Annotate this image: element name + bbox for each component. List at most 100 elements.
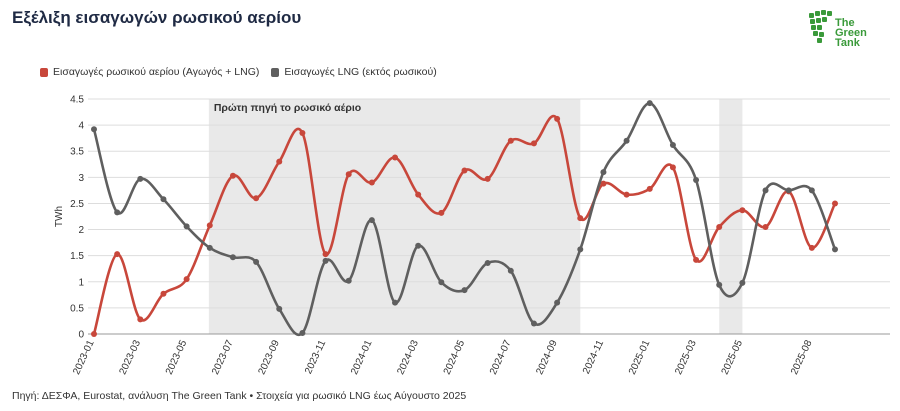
data-point-russian-gas: [461, 167, 468, 174]
legend-swatch-russian-gas: [40, 67, 48, 77]
data-point-lng: [530, 320, 537, 327]
data-point-lng: [577, 246, 584, 253]
data-point-russian-gas: [114, 251, 121, 258]
chart-legend: Εισαγωγές ρωσικού αερίου (Αγωγός + LNG) …: [40, 66, 437, 78]
data-point-russian-gas: [253, 195, 260, 202]
data-point-lng: [461, 287, 468, 294]
data-point-lng: [392, 299, 399, 306]
y-axis-label: TWh: [54, 206, 65, 227]
x-tick-label: 2023-11: [303, 338, 328, 376]
data-point-russian-gas: [299, 129, 306, 136]
data-point-russian-gas: [669, 164, 676, 171]
data-point-russian-gas: [137, 316, 144, 323]
y-tick-label: 0.5: [70, 303, 84, 314]
x-tick-label: 2023-09: [256, 338, 282, 376]
data-point-russian-gas: [623, 191, 630, 198]
data-point-lng: [762, 187, 769, 194]
logo-text-tank: Tank: [835, 37, 860, 49]
x-tick-label: 2023-07: [210, 338, 236, 376]
data-point-lng: [669, 141, 676, 148]
data-point-russian-gas: [160, 290, 167, 297]
data-point-russian-gas: [832, 200, 838, 207]
x-tick-label: 2024-07: [488, 338, 514, 376]
y-tick-label: 4: [78, 121, 84, 132]
data-point-russian-gas: [577, 215, 584, 222]
data-point-russian-gas: [530, 140, 537, 147]
series-line-russian-gas: [92, 114, 837, 335]
data-point-lng: [438, 279, 445, 286]
data-point-lng: [507, 267, 514, 274]
data-point-russian-gas: [276, 158, 283, 165]
data-point-lng: [276, 305, 283, 312]
data-point-russian-gas: [600, 180, 607, 187]
x-tick-label: 2025-08: [789, 338, 815, 376]
data-point-russian-gas: [739, 207, 746, 214]
legend-item-russian-gas: Εισαγωγές ρωσικού αερίου (Αγωγός + LNG): [40, 66, 259, 78]
data-point-lng: [785, 187, 792, 194]
data-point-lng: [253, 258, 260, 265]
y-tick-label: 4.5: [70, 95, 84, 106]
y-tick-label: 3.5: [70, 147, 84, 158]
data-point-russian-gas: [368, 179, 375, 186]
y-tick-label: 2: [78, 225, 84, 236]
band-annotation-label: Πρώτη πηγή το ρωσικό αέριο: [214, 102, 361, 114]
data-point-lng: [91, 126, 97, 133]
data-point-lng: [600, 169, 607, 176]
data-point-russian-gas: [91, 331, 97, 337]
logo-text-green: Green: [835, 27, 867, 39]
source-note: Πηγή: ΔΕΣΦΑ, Eurostat, ανάλυση The Green…: [12, 390, 467, 402]
data-point-lng: [183, 223, 190, 230]
shaded-period-band: [208, 99, 581, 334]
data-point-russian-gas: [507, 137, 514, 144]
x-tick-label: 2025-01: [627, 338, 653, 376]
data-point-russian-gas: [392, 154, 399, 161]
data-point-russian-gas: [484, 175, 491, 182]
data-point-lng: [484, 259, 491, 266]
data-point-lng: [739, 279, 746, 286]
data-point-lng: [832, 246, 838, 253]
data-point-lng: [160, 196, 167, 203]
data-point-russian-gas: [693, 256, 700, 263]
green-tank-logo: The Green Tank: [808, 8, 878, 56]
y-tick-label: 0: [78, 330, 84, 341]
data-point-russian-gas: [345, 171, 352, 178]
logo-text-the: The: [835, 17, 855, 29]
y-tick-label: 1.5: [70, 251, 84, 262]
line-chart: Πρώτη πηγή το ρωσικό αέριο 0 0.5 1 1.5 2 2.5 3 3…: [54, 95, 890, 377]
chart-title: Εξέλιξη εισαγωγών ρωσικού αερίου: [12, 8, 302, 27]
data-point-russian-gas: [762, 223, 769, 230]
x-tick-label: 2023-05: [164, 338, 190, 376]
data-point-lng: [646, 100, 653, 107]
legend-label-russian-gas: Εισαγωγές ρωσικού αερίου (Αγωγός + LNG): [53, 66, 260, 78]
data-point-russian-gas: [322, 251, 329, 258]
data-point-lng: [716, 281, 723, 288]
y-tick-label: 3: [78, 173, 84, 184]
x-tick-label: 2024-05: [442, 338, 468, 376]
data-point-lng: [206, 244, 213, 251]
data-point-russian-gas: [554, 115, 561, 122]
data-point-lng: [415, 242, 422, 249]
leaf-logo-icon: [809, 10, 832, 43]
x-tick-label: 2023-03: [118, 338, 144, 376]
x-tick-label: 2024-01: [349, 338, 375, 376]
data-point-russian-gas: [183, 276, 190, 283]
data-point-lng: [322, 257, 329, 264]
data-point-lng: [114, 209, 121, 216]
data-point-russian-gas: [716, 223, 723, 230]
data-point-lng: [554, 299, 561, 306]
data-point-russian-gas: [438, 209, 445, 216]
legend-swatch-lng: [271, 67, 280, 77]
data-point-russian-gas: [206, 222, 213, 229]
x-tick-label: 2025-05: [720, 338, 746, 376]
y-tick-label: 2.5: [70, 199, 84, 210]
x-tick-label: 2024-03: [395, 338, 421, 376]
legend-item-lng: Εισαγωγές LNG (εκτός ρωσικού): [271, 66, 437, 78]
data-point-lng: [137, 175, 144, 182]
data-point-russian-gas: [646, 185, 653, 192]
data-point-russian-gas: [415, 191, 422, 198]
data-point-russian-gas: [808, 244, 815, 251]
y-tick-label: 1: [78, 277, 84, 288]
data-point-lng: [299, 329, 306, 336]
x-tick-label: 2025-03: [673, 338, 699, 376]
data-point-russian-gas: [229, 172, 236, 179]
